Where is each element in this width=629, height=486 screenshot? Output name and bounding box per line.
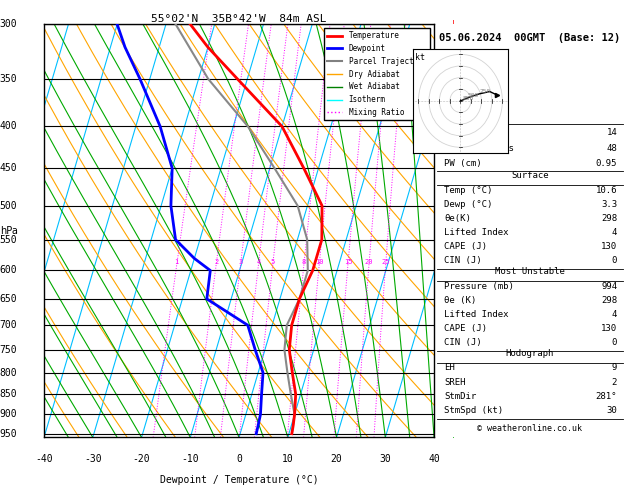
Text: 14: 14 <box>606 128 617 137</box>
Text: Dewp (°C): Dewp (°C) <box>445 200 493 209</box>
Text: 0: 0 <box>612 256 617 265</box>
Text: 2: 2 <box>214 259 218 264</box>
Text: 850: 850 <box>462 96 474 101</box>
Text: -20: -20 <box>133 454 150 464</box>
Text: 48: 48 <box>606 144 617 153</box>
Text: θe(K): θe(K) <box>445 214 471 223</box>
Text: StmDir: StmDir <box>445 392 477 400</box>
Text: Most Unstable: Most Unstable <box>495 267 565 276</box>
Text: 20: 20 <box>331 454 342 464</box>
Text: 0: 0 <box>612 338 617 347</box>
Text: Mixing Ratio (g/kg): Mixing Ratio (g/kg) <box>481 183 489 278</box>
Text: 900: 900 <box>0 410 17 419</box>
Text: Totals Totals: Totals Totals <box>445 144 515 153</box>
Text: Temp (°C): Temp (°C) <box>445 186 493 195</box>
Text: 500: 500 <box>0 201 17 211</box>
Text: 5: 5 <box>270 259 275 264</box>
Text: SREH: SREH <box>445 378 466 386</box>
Text: 650: 650 <box>0 294 17 304</box>
Text: 20: 20 <box>365 259 373 264</box>
Text: 05.06.2024  00GMT  (Base: 12): 05.06.2024 00GMT (Base: 12) <box>439 33 620 43</box>
Text: 994: 994 <box>601 282 617 291</box>
Text: CIN (J): CIN (J) <box>445 256 482 265</box>
Text: 350: 350 <box>0 74 17 84</box>
Text: 4: 4 <box>612 310 617 319</box>
Title: 55°02'N  35B°42'W  84m ASL: 55°02'N 35B°42'W 84m ASL <box>152 14 327 23</box>
Text: hPa: hPa <box>0 226 18 236</box>
Text: -4: -4 <box>438 266 448 275</box>
Text: 10: 10 <box>282 454 294 464</box>
Legend: Temperature, Dewpoint, Parcel Trajectory, Dry Adiabat, Wet Adiabat, Isotherm, Mi: Temperature, Dewpoint, Parcel Trajectory… <box>324 28 430 120</box>
Text: -7: -7 <box>438 122 448 131</box>
Text: |: | <box>452 321 455 330</box>
Text: -2: -2 <box>438 368 448 377</box>
Text: 3: 3 <box>238 259 243 264</box>
Text: 15: 15 <box>343 259 352 264</box>
Text: |: | <box>452 201 455 210</box>
Text: |: | <box>452 122 455 131</box>
Text: 950: 950 <box>0 429 17 439</box>
Text: PW (cm): PW (cm) <box>445 159 482 169</box>
Text: -5: -5 <box>438 228 448 238</box>
Text: 0.95: 0.95 <box>596 159 617 169</box>
Text: 800: 800 <box>0 367 17 378</box>
Text: Lifted Index: Lifted Index <box>445 228 509 237</box>
Text: CAPE (J): CAPE (J) <box>445 324 487 333</box>
Text: 8: 8 <box>302 259 306 264</box>
Text: 450: 450 <box>0 163 17 174</box>
Text: 300: 300 <box>0 19 17 29</box>
Text: 1: 1 <box>175 259 179 264</box>
Text: 30: 30 <box>379 454 391 464</box>
Text: CIN (J): CIN (J) <box>445 338 482 347</box>
Text: 130: 130 <box>601 242 617 251</box>
Text: 25: 25 <box>381 259 390 264</box>
Text: K: K <box>445 128 450 137</box>
Text: 2: 2 <box>612 378 617 386</box>
Text: -40: -40 <box>35 454 53 464</box>
Text: |: | <box>452 368 455 377</box>
Text: Lifted Index: Lifted Index <box>445 310 509 319</box>
Text: 40: 40 <box>428 454 440 464</box>
Text: |: | <box>452 429 455 438</box>
Text: -30: -30 <box>84 454 102 464</box>
Text: 281°: 281° <box>596 392 617 400</box>
Text: 700: 700 <box>0 320 17 330</box>
Text: © weatheronline.co.uk: © weatheronline.co.uk <box>477 424 582 434</box>
Text: -6: -6 <box>438 183 448 192</box>
Text: -10: -10 <box>182 454 199 464</box>
Text: CAPE (J): CAPE (J) <box>445 242 487 251</box>
Text: 130: 130 <box>601 324 617 333</box>
Text: -3: -3 <box>438 321 448 330</box>
Text: 9: 9 <box>612 364 617 372</box>
Text: 550: 550 <box>0 235 17 244</box>
Text: EH: EH <box>445 364 455 372</box>
Text: -1LCL: -1LCL <box>438 398 463 407</box>
Text: Surface: Surface <box>511 171 548 180</box>
Text: Hodograph: Hodograph <box>506 348 554 358</box>
Text: 10.6: 10.6 <box>596 186 617 195</box>
Text: 500: 500 <box>468 93 479 98</box>
Text: 10: 10 <box>315 259 323 264</box>
Text: kt: kt <box>415 53 425 62</box>
Text: |: | <box>452 410 455 419</box>
Text: 750: 750 <box>0 345 17 355</box>
Text: 850: 850 <box>0 389 17 399</box>
Text: Pressure (mb): Pressure (mb) <box>445 282 515 291</box>
Text: Dewpoint / Temperature (°C): Dewpoint / Temperature (°C) <box>160 474 318 485</box>
Text: 250: 250 <box>479 89 491 94</box>
Text: 4: 4 <box>612 228 617 237</box>
Text: 298: 298 <box>601 214 617 223</box>
Text: 600: 600 <box>0 265 17 276</box>
Text: θe (K): θe (K) <box>445 295 477 305</box>
Text: |: | <box>452 390 455 399</box>
Text: 30: 30 <box>606 406 617 415</box>
Text: 400: 400 <box>0 122 17 132</box>
Text: 4: 4 <box>257 259 260 264</box>
Text: 3.3: 3.3 <box>601 200 617 209</box>
Text: 0: 0 <box>236 454 242 464</box>
Text: 298: 298 <box>601 295 617 305</box>
Text: StmSpd (kt): StmSpd (kt) <box>445 406 504 415</box>
Text: |: | <box>452 20 455 29</box>
